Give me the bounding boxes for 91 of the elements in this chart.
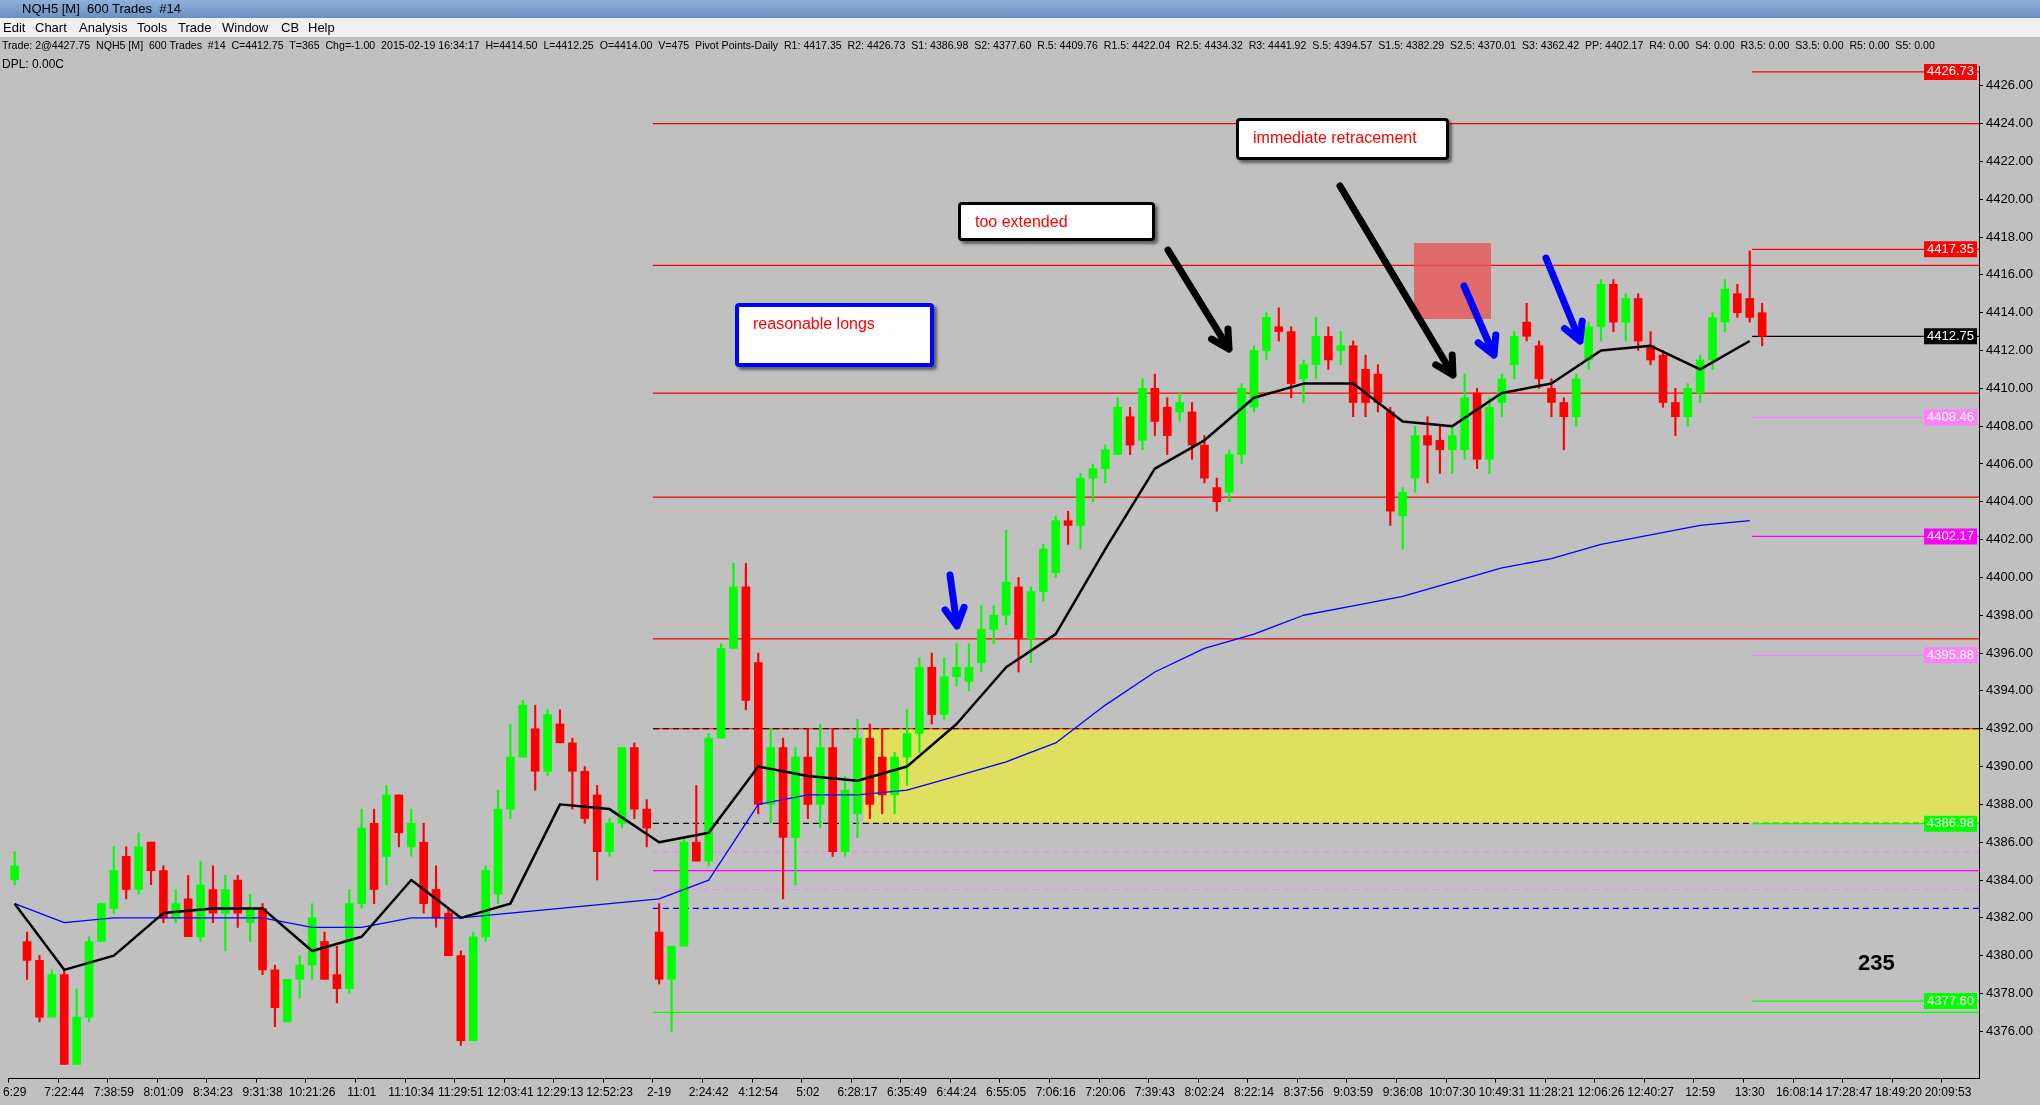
x-tick-label: 7:20:06: [1085, 1085, 1126, 1100]
ref-line-label: 4408.46: [1927, 409, 1975, 425]
x-tick-label: 2-19: [647, 1085, 672, 1100]
y-tick-label: 4426.00: [1986, 77, 2034, 93]
x-tick-label: 6:29: [3, 1085, 27, 1100]
x-tick-label: 11:10:34: [388, 1085, 435, 1100]
text: Help: [308, 20, 335, 35]
text: Tools: [137, 20, 168, 35]
y-tick-label: 4398.00: [1986, 606, 2034, 622]
text: Trade: [178, 20, 212, 35]
y-tick-label: 4388.00: [1986, 795, 2034, 811]
callout-box: reasonable longs: [735, 303, 934, 367]
y-tick-label: 4400.00: [1986, 569, 2034, 585]
x-tick-label: 8:01:09: [143, 1085, 184, 1100]
x-tick-label: 2:24:42: [688, 1085, 730, 1100]
y-tick-label: 4412.00: [1986, 342, 2034, 358]
ref-line-label: 4377.60: [1927, 992, 1975, 1008]
y-tick-label: 4424.00: [1986, 115, 2034, 131]
x-tick-label: 10:49:31: [1478, 1085, 1526, 1100]
x-tick-label: 12:52:23: [586, 1085, 634, 1100]
x-tick-label: 7:39:43: [1134, 1085, 1176, 1100]
x-tick-label: 10:21:26: [288, 1085, 336, 1100]
annotation: 235: [1858, 950, 1895, 976]
x-tick-label: 11:01: [347, 1085, 377, 1100]
x-tick-label: 5:02: [796, 1085, 820, 1100]
chart-title: NQH5 [M] 600 Trades #14: [22, 1, 181, 16]
x-tick-label: 11:28:21: [1528, 1085, 1575, 1100]
y-tick-label: 4408.00: [1986, 417, 2034, 433]
x-tick-label: 6:35:49: [886, 1085, 928, 1100]
x-tick-label: 20:09:53: [1924, 1085, 1972, 1100]
x-tick-label: 13:30: [1734, 1085, 1766, 1100]
x-tick-label: 12:59: [1685, 1085, 1716, 1100]
x-tick-label: 12:29:13: [536, 1085, 584, 1100]
y-tick-label: 4396.00: [1986, 644, 2034, 660]
y-tick-label: 4382.00: [1986, 909, 2034, 925]
x-tick-label: 6:44:24: [936, 1085, 977, 1100]
callout-box: immediate retracement: [1236, 118, 1449, 160]
x-tick-label: 8:37:56: [1283, 1085, 1324, 1100]
x-tick-label: 11:29:51: [437, 1085, 485, 1100]
text: Window: [222, 20, 269, 35]
text: Analysis: [79, 20, 128, 35]
candlestick: [952, 643, 961, 687]
y-tick-label: 4380.00: [1986, 947, 2034, 963]
x-tick-label: 8:02:24: [1184, 1085, 1225, 1100]
y-tick-label: 4418.00: [1986, 228, 2034, 244]
y-tick-label: 4392.00: [1986, 720, 2034, 736]
text: Chart: [35, 20, 67, 35]
x-tick-label: 7:22:44: [44, 1085, 85, 1100]
x-tick-label: 12:06:26: [1577, 1085, 1625, 1100]
y-tick-label: 4406.00: [1986, 455, 2034, 471]
x-tick-label: 8:22:14: [1233, 1085, 1275, 1100]
y-tick-label: 4386.00: [1986, 833, 2034, 849]
text: Edit: [3, 20, 26, 35]
x-tick-label: 18:49:20: [1875, 1085, 1923, 1100]
y-tick-label: 4378.00: [1986, 985, 2034, 1001]
callout-box: too extended: [958, 202, 1155, 241]
y-tick-label: 4394.00: [1986, 682, 2034, 698]
x-tick-label: 6:55:05: [986, 1085, 1027, 1100]
x-tick-label: 12:03:41: [487, 1085, 535, 1100]
y-tick-label: 4404.00: [1986, 493, 2034, 509]
x-tick-label: 10:07:30: [1428, 1085, 1476, 1100]
ref-line-label: 4417.35: [1927, 240, 1975, 256]
y-tick-label: 4376.00: [1986, 1022, 2034, 1038]
y-tick-label: 4422.00: [1986, 152, 2034, 168]
text: CB: [281, 20, 300, 35]
annotation: DPL: 0.00C: [2, 57, 65, 71]
x-tick-label: 7:38:59: [93, 1085, 135, 1100]
y-tick-label: 4402.00: [1986, 531, 2034, 547]
x-tick-label: 9:03:59: [1333, 1085, 1374, 1100]
candlestick: [1423, 416, 1432, 484]
ref-line-label: 4412.75: [1927, 327, 1975, 343]
x-tick-label: 4:12:54: [738, 1085, 779, 1100]
ref-line-label: 4395.88: [1927, 646, 1975, 662]
x-tick-label: 7:06:16: [1035, 1085, 1077, 1100]
x-tick-label: 6:28:17: [837, 1085, 878, 1100]
x-tick-label: 8:34:23: [192, 1085, 234, 1100]
y-tick-label: 4416.00: [1986, 266, 2034, 282]
y-tick-label: 4420.00: [1986, 190, 2034, 206]
y-tick-label: 4390.00: [1986, 758, 2034, 774]
ref-line-label: 4426.73: [1927, 63, 1975, 79]
ref-line-label: 4402.17: [1927, 527, 1975, 543]
chart-subtitle: Trade: 2@4427.75 NQH5 [M] 600 Trades #14 C=4412.75 T=365 Chg=-1.00 2015-02-19 16:34:17 H=4414.50 L=4412.25 O=4414.00 V=475 Pivot Points-Daily R1: 4417.35 R2: 4426.73 S1: 4386.98 S2: 4377.60 R.5: 4409.76 R1.5: 4422.04 R2.5: 4434.32 R3: 4441.92 S.5: 4394.57 S1.5: 4382.29 S2.5: 4370.01 S3: 4362.42 PP: 4402.17 R4: 0.00 S4: 0.00 R3.5: 0.00 S3.5: 0.00 R5: 0.00 S5: 0.00: [2, 39, 1935, 51]
x-tick-label: 17:28:47: [1825, 1085, 1873, 1100]
y-tick-label: 4384.00: [1986, 871, 2034, 887]
x-tick-label: 16:08:14: [1775, 1085, 1823, 1100]
x-tick-label: 9:31:38: [242, 1085, 283, 1100]
y-tick-label: 4414.00: [1986, 304, 2034, 320]
x-tick-label: 12:40:27: [1627, 1085, 1675, 1100]
x-tick-label: 9:36:08: [1382, 1085, 1424, 1100]
ref-line-label: 4386.98: [1927, 815, 1975, 831]
y-tick-label: 4410.00: [1986, 379, 2034, 395]
